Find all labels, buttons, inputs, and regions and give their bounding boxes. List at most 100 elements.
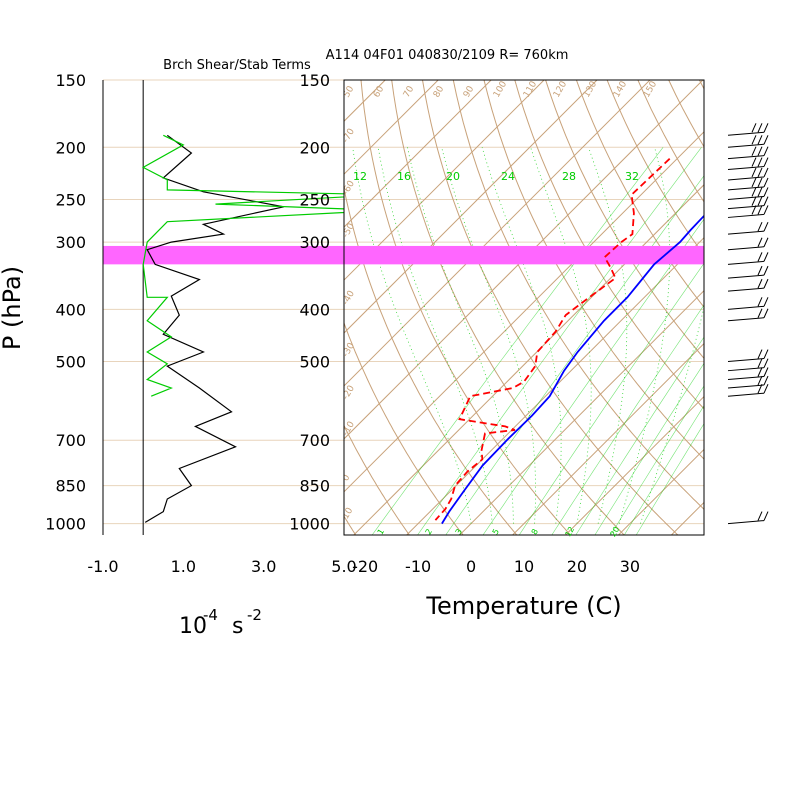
left-xlabel-exp: -4 [203,606,218,624]
isotherm-line [777,80,800,535]
isotherm-line [512,342,704,535]
wind-barb-feather [763,349,769,359]
isotherm-label: -50 [341,222,357,240]
temperature-tick-label: 10 [514,557,534,576]
dry-adiabat-label: 120 [552,79,569,99]
wind-barb-feather [757,278,763,289]
skewt-series [434,158,704,525]
isotherm-label: -30 [341,341,357,359]
wind-barb-feather [763,205,769,215]
wind-barb-feather [751,187,757,197]
isotherm-label: -10 [341,420,357,438]
left-pressure-tick-label: 700 [55,431,86,450]
isotherm-line [353,184,704,535]
mixing-ratio-top-label: 28 [562,170,576,183]
mixing-ratio-top-label: 24 [501,170,515,183]
wind-barb-staff [727,317,765,322]
wind-barb-feather [757,187,763,197]
wind-barb-staff [727,155,765,160]
isotherm-line [344,80,704,440]
isotherm-label: 10 [341,506,356,521]
wind-barb-feather [763,252,769,262]
left-panel-gridlines [103,79,344,535]
mixing-ratio-top-label: 16 [397,170,411,183]
unstable-layer-highlight [103,245,704,265]
isotherm-line [565,395,704,535]
wind-barb-feather [757,358,763,368]
temperature-line [441,214,704,525]
dry-adiabat [452,80,704,510]
stability-term-line [141,134,344,397]
wind-barb-feather [763,265,769,276]
isotherm-line [618,448,704,535]
mixing-ratio-bottom-label: 2 [424,527,434,536]
shear-term-line [144,134,284,523]
wind-barb-feather [751,123,757,133]
dry-adiabat [360,80,571,535]
wind-barb-feather [757,297,763,307]
dewpoint-line [434,158,671,521]
mixing-ratio-line [594,362,704,535]
mixing-ratio-line [610,385,704,535]
mixing-ratio-top-label: 20 [446,170,460,183]
mixing-ratio-line [482,218,704,535]
temperature-tick-label: 30 [620,557,640,576]
wind-barb-feather [757,135,763,145]
wind-barb-feather [757,146,763,156]
dry-adiabat [606,80,704,256]
isotherm-line [344,131,704,493]
wind-barb-feather [757,196,763,206]
wind-barb-staff [727,287,765,292]
wind-barb-staff [727,186,765,191]
left-pressure-tick-label: 1000 [45,515,86,534]
dry-adiabat-label: 60 [372,84,387,99]
main-pressure-tick-label: 200 [299,138,330,157]
wind-barb-feather [763,221,769,232]
wind-barb-feather [763,375,769,386]
mixing-ratio-bottom-label: 3 [454,527,464,536]
wind-barb-feather [757,123,763,133]
panel-frames [102,79,705,536]
wind-barb-feather [763,511,769,521]
dry-adiabat [545,80,704,360]
main-pressure-tick-label: 700 [299,431,330,450]
dry-adiabat [422,80,679,535]
wind-barb-feather [757,221,763,232]
wind-barb-feather [763,146,769,156]
wind-barb-feather [763,278,769,289]
mixing-ratio-top-label: 32 [625,170,639,183]
left-pressure-tick-label: 150 [55,71,86,90]
wind-barb-feather [763,177,769,188]
left-x-axis-title: 10 -4 s -2 [179,606,262,639]
isotherm-line [724,80,800,535]
isotherm-line [344,80,439,175]
temperature-tick-label: 0 [466,557,476,576]
left-pressure-tick-label: 500 [55,353,86,372]
isotherm-line [344,80,492,228]
main-pressure-tick-label: 250 [299,190,330,209]
saturated-adiabat [407,147,514,524]
wind-barb-feather [757,308,763,318]
wind-barb-feather [763,308,769,318]
y-axis-title: P (hPa) [0,266,26,350]
wind-barb-feather [757,349,763,359]
dry-adiabat-label: 100 [492,79,509,99]
dry-adiabat-label: 110 [522,79,539,99]
left-pressure-tick-label: 200 [55,138,86,157]
mixing-ratio-line [624,405,704,535]
isotherm-line [344,80,598,334]
isotherm-line [671,501,704,535]
main-pressure-tick-label: 400 [299,300,330,319]
wind-barb-staff [727,305,765,310]
wind-barb-staff [727,392,765,397]
wind-barb-feather [757,237,763,247]
main-pressure-tick-label: 300 [299,233,330,252]
wind-barb-staff [727,367,765,372]
wind-barb-staff [727,358,765,363]
wind-barb-staff [727,143,765,148]
main-pressure-tick-label: 500 [299,353,330,372]
wind-barb-feather [763,358,769,368]
main-pressure-tick-label: 850 [299,477,330,496]
left-pressure-tick-label: 850 [55,477,86,496]
